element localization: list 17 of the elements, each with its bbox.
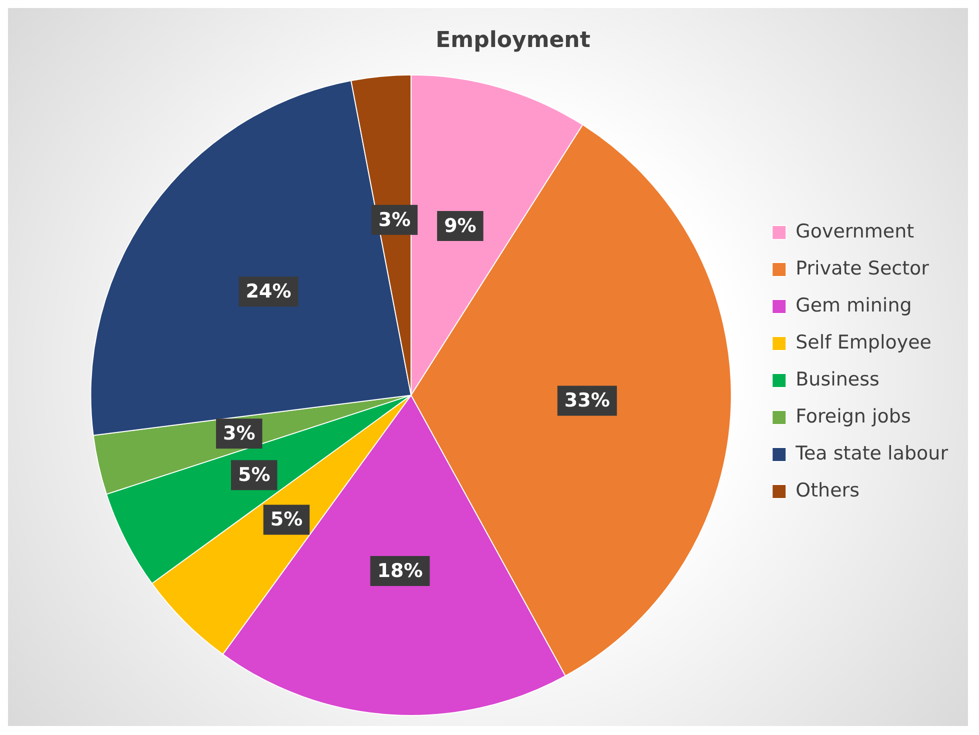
- legend-label: Gem mining: [796, 294, 912, 316]
- legend-label: Self Employee: [796, 331, 932, 354]
- legend-label: Foreign jobs: [796, 405, 911, 428]
- data-label: 33%: [564, 390, 610, 412]
- data-label: 5%: [270, 508, 303, 531]
- legend-label: Business: [796, 368, 880, 390]
- legend-label: Tea state labour: [794, 442, 948, 464]
- legend-label: Private Sector: [796, 257, 930, 280]
- data-label: 18%: [377, 560, 423, 582]
- chart-title: Employment: [436, 28, 591, 53]
- legend-label: Government: [796, 220, 914, 242]
- data-label: 3%: [223, 422, 256, 445]
- data-label: 24%: [246, 280, 292, 303]
- data-label: 3%: [378, 208, 411, 231]
- legend-label: Others: [796, 479, 860, 502]
- data-label: 5%: [238, 464, 270, 486]
- data-label: 9%: [444, 214, 476, 237]
